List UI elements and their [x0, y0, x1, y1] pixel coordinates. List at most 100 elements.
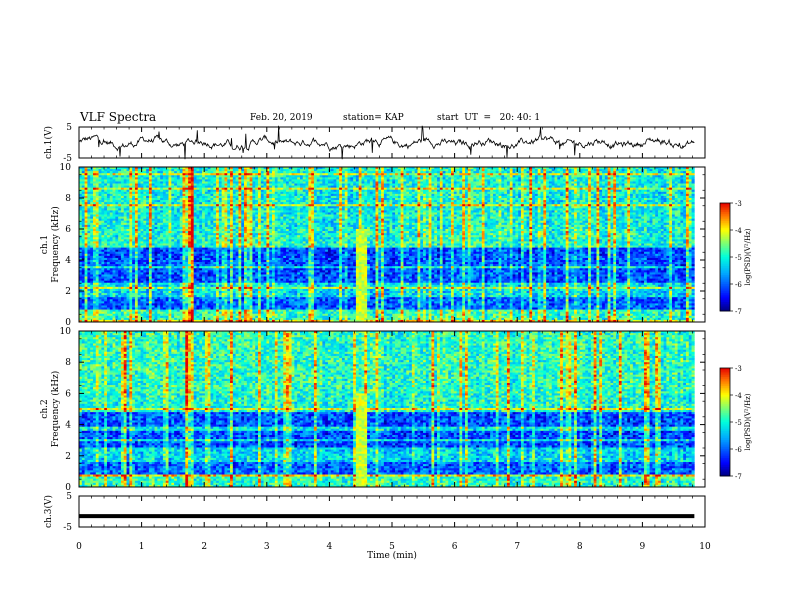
- spectrogram-cell: [496, 186, 499, 188]
- spectrogram-cell: [490, 190, 493, 192]
- spectrogram-cell: [261, 188, 264, 190]
- spectrogram-cell: [101, 200, 104, 202]
- spectrogram-cell: [605, 210, 608, 212]
- spectrogram-cell: [143, 194, 146, 196]
- spectrogram-cell: [208, 184, 211, 186]
- spectrogram-cell: [104, 169, 107, 171]
- spectrogram-cell: [93, 210, 96, 212]
- spectrogram-cell: [678, 171, 681, 173]
- spectrogram-cell: [370, 196, 373, 198]
- spectrogram-cell: [339, 200, 342, 202]
- spectrogram-cell: [387, 210, 390, 212]
- spectrogram-cell: [482, 192, 485, 194]
- spectrogram-cell: [398, 181, 401, 183]
- spectrogram-cell: [127, 208, 130, 210]
- spectrogram-cell: [227, 173, 230, 175]
- spectrogram-cell: [171, 177, 174, 179]
- spectrogram-cell: [666, 169, 669, 171]
- spectrogram-cell: [527, 175, 530, 177]
- spectrogram-cell: [85, 194, 88, 196]
- spectrogram-cell: [306, 198, 309, 200]
- spectrogram-cell: [101, 171, 104, 173]
- spectrogram-cell: [283, 194, 286, 196]
- spectrogram-cell: [373, 192, 376, 194]
- spectrogram-cell: [104, 177, 107, 179]
- spectrogram-cell: [652, 198, 655, 200]
- spectrogram-cell: [124, 181, 127, 183]
- spectrogram-cell: [182, 200, 185, 202]
- spectrogram-cell: [524, 171, 527, 173]
- spectrogram-cell: [664, 179, 667, 181]
- spectrogram-cell: [345, 186, 348, 188]
- spectrogram-cell: [334, 175, 337, 177]
- spectrogram-cell: [403, 177, 406, 179]
- spectrogram-cell: [124, 200, 127, 202]
- spectrogram-cell: [269, 184, 272, 186]
- spectrogram-cell: [535, 196, 538, 198]
- spectrogram-cell: [252, 190, 255, 192]
- spectrogram-cell: [325, 192, 328, 194]
- spectrogram-cell: [99, 186, 102, 188]
- spectrogram-cell: [689, 186, 692, 188]
- spectrogram-cell: [496, 184, 499, 186]
- spectrogram-cell: [499, 200, 502, 202]
- spectrogram-cell: [169, 181, 172, 183]
- spectrogram-cell: [261, 171, 264, 173]
- spectrogram-cell: [655, 192, 658, 194]
- spectrogram-cell: [678, 184, 681, 186]
- spectrogram-cell: [177, 171, 180, 173]
- spectrogram-cell: [325, 175, 328, 177]
- spectrogram-cell: [370, 169, 373, 171]
- spectrogram-cell: [596, 208, 599, 210]
- spectrogram-cell: [317, 181, 320, 183]
- spectrogram-cell: [409, 194, 412, 196]
- spectrogram-cell: [457, 179, 460, 181]
- spectrogram-cell: [104, 192, 107, 194]
- spectrogram-cell: [238, 192, 241, 194]
- spectrogram-cell: [599, 186, 602, 188]
- spectrogram-cell: [571, 173, 574, 175]
- spectrogram-cell: [286, 206, 289, 208]
- spectrogram-cell: [317, 204, 320, 206]
- spectrogram-cell: [294, 181, 297, 183]
- spectrogram-cell: [406, 173, 409, 175]
- spectrogram-cell: [669, 181, 672, 183]
- spectrogram-cell: [501, 196, 504, 198]
- spectrogram-cell: [314, 198, 317, 200]
- spectrogram-cell: [591, 190, 594, 192]
- spectrogram-cell: [141, 179, 144, 181]
- spectrogram-cell: [87, 194, 90, 196]
- spectrogram-cell: [417, 177, 420, 179]
- spectrogram-cell: [568, 208, 571, 210]
- spectrogram-cell: [409, 198, 412, 200]
- spectrogram-cell: [563, 188, 566, 190]
- spectrogram-cell: [437, 196, 440, 198]
- spectrogram-cell: [527, 204, 530, 206]
- spectrogram-cell: [560, 192, 563, 194]
- spectrogram-cell: [306, 177, 309, 179]
- spectrogram-cell: [230, 173, 233, 175]
- spectrogram-cell: [591, 184, 594, 186]
- spectrogram-cell: [532, 169, 535, 171]
- spectrogram-cell: [675, 186, 678, 188]
- spectrogram-cell: [476, 175, 479, 177]
- spectrogram-cell: [269, 208, 272, 210]
- spectrogram-cell: [403, 173, 406, 175]
- spectrogram-cell: [216, 202, 219, 204]
- spectrogram-cell: [152, 204, 155, 206]
- spectrogram-cell: [306, 192, 309, 194]
- spectrogram-cell: [359, 169, 362, 171]
- spectrogram-cell: [115, 206, 118, 208]
- spectrogram-cell: [401, 175, 404, 177]
- spectrogram-cell: [171, 208, 174, 210]
- spectrogram-cell: [143, 196, 146, 198]
- spectrogram-cell: [241, 206, 244, 208]
- spectrogram-cell: [328, 186, 331, 188]
- spectrogram-cell: [292, 192, 295, 194]
- spectrogram-cell: [513, 206, 516, 208]
- spectrogram-cell: [616, 198, 619, 200]
- spectrogram-cell: [591, 202, 594, 204]
- spectrogram-cell: [266, 206, 269, 208]
- spectrogram-cell: [135, 184, 138, 186]
- spectrogram-cell: [334, 198, 337, 200]
